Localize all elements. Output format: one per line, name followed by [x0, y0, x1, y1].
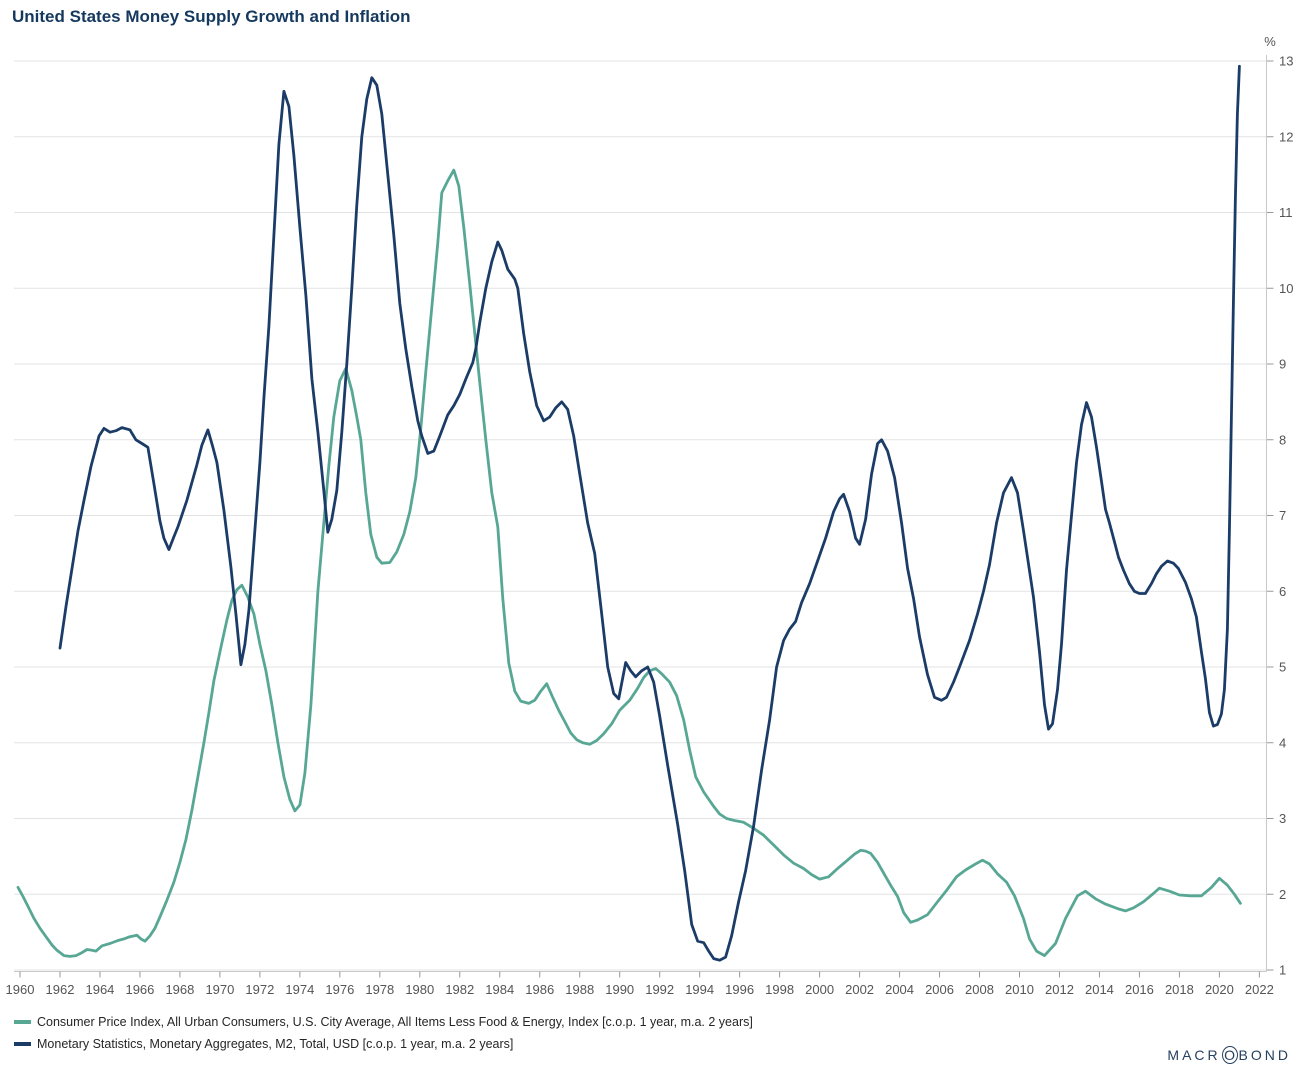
svg-text:1970: 1970: [205, 982, 234, 997]
svg-text:1960: 1960: [6, 982, 35, 997]
logo-o-circle-icon: O: [1221, 1046, 1238, 1064]
svg-text:1988: 1988: [565, 982, 594, 997]
svg-text:1978: 1978: [365, 982, 394, 997]
svg-text:11: 11: [1279, 205, 1293, 220]
svg-text:2008: 2008: [965, 982, 994, 997]
svg-text:1990: 1990: [605, 982, 634, 997]
svg-text:13: 13: [1279, 54, 1293, 69]
svg-text:2014: 2014: [1085, 982, 1114, 997]
svg-text:1992: 1992: [645, 982, 674, 997]
legend-swatch-cpi-icon: [14, 1020, 31, 1024]
svg-text:2016: 2016: [1125, 982, 1154, 997]
svg-text:1976: 1976: [325, 982, 354, 997]
x-axis-ticks: 1960 1962 1964 1966 1968 1970 1972 1974 1976 1978…: [6, 971, 1274, 997]
svg-text:1964: 1964: [85, 982, 114, 997]
svg-text:2020: 2020: [1205, 982, 1234, 997]
svg-text:4: 4: [1279, 735, 1286, 750]
macrobond-logo: MACR O BOND: [1167, 1046, 1291, 1064]
cpi-line: [16, 168, 1242, 958]
svg-text:1980: 1980: [405, 982, 434, 997]
m2-line: [58, 64, 1241, 962]
svg-text:3: 3: [1279, 811, 1286, 826]
gridlines: [14, 60, 1267, 971]
svg-text:7: 7: [1279, 508, 1286, 523]
svg-text:1996: 1996: [725, 982, 754, 997]
svg-text:5: 5: [1279, 660, 1286, 675]
svg-text:2004: 2004: [885, 982, 914, 997]
svg-text:1968: 1968: [165, 982, 194, 997]
legend-label-cpi: Consumer Price Index, All Urban Consumer…: [37, 1015, 753, 1029]
svg-text:8: 8: [1279, 432, 1286, 447]
svg-text:2002: 2002: [845, 982, 874, 997]
svg-text:2018: 2018: [1165, 982, 1194, 997]
svg-text:2: 2: [1279, 887, 1286, 902]
chart-title: United States Money Supply Growth and In…: [12, 7, 411, 26]
y-axis-unit-label: %: [1264, 34, 1276, 49]
legend-label-m2: Monetary Statistics, Monetary Aggregates…: [37, 1037, 514, 1051]
svg-text:2022: 2022: [1245, 982, 1274, 997]
legend-item-m2: Monetary Statistics, Monetary Aggregates…: [14, 1034, 513, 1054]
svg-text:2000: 2000: [805, 982, 834, 997]
svg-text:1984: 1984: [485, 982, 514, 997]
svg-text:1962: 1962: [46, 982, 75, 997]
svg-text:1982: 1982: [445, 982, 474, 997]
svg-text:1994: 1994: [685, 982, 714, 997]
svg-text:2010: 2010: [1005, 982, 1034, 997]
svg-text:2012: 2012: [1045, 982, 1074, 997]
svg-text:1972: 1972: [245, 982, 274, 997]
svg-text:1986: 1986: [525, 982, 554, 997]
svg-text:1998: 1998: [765, 982, 794, 997]
svg-text:2006: 2006: [925, 982, 954, 997]
svg-text:1974: 1974: [285, 982, 314, 997]
svg-text:6: 6: [1279, 584, 1286, 599]
svg-text:12: 12: [1279, 129, 1293, 144]
svg-text:9: 9: [1279, 357, 1286, 372]
svg-text:10: 10: [1279, 281, 1293, 296]
svg-text:1966: 1966: [125, 982, 154, 997]
svg-text:1: 1: [1279, 963, 1286, 978]
legend-swatch-m2-icon: [14, 1042, 31, 1046]
legend-item-cpi: Consumer Price Index, All Urban Consumer…: [14, 1012, 753, 1032]
